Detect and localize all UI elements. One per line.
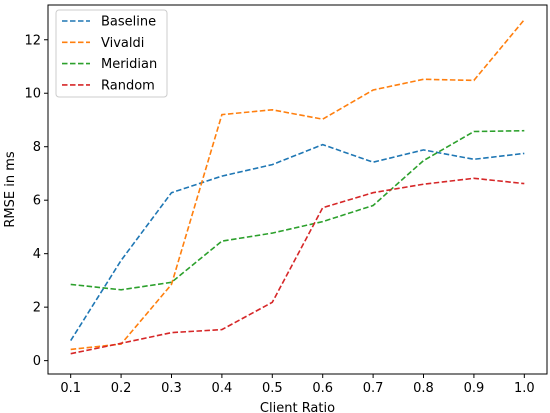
x-tick-label: 0.8 (413, 381, 434, 396)
series-line-meridian (70, 129, 525, 291)
x-tick-label: 0.7 (363, 381, 384, 396)
x-axis-title: Client Ratio (260, 401, 335, 413)
x-tick-label: 0.3 (161, 381, 182, 396)
y-tick-label: 4 (33, 247, 41, 262)
x-tick-label: 0.9 (464, 381, 485, 396)
y-axis: 0 2 4 6 8 10 12 (24, 33, 48, 369)
legend-label-baseline: Baseline (101, 15, 156, 30)
series-line-baseline (70, 143, 525, 342)
legend-label-vivaldi: Vivaldi (101, 36, 144, 51)
x-tick-label: 0.2 (111, 381, 132, 396)
x-tick-label: 0.1 (60, 381, 81, 396)
y-axis-title: RMSE in ms (3, 151, 18, 227)
legend-label-random: Random (101, 78, 155, 93)
y-tick-label: 2 (33, 301, 41, 316)
x-tick-label: 0.5 (262, 381, 283, 396)
legend-box (55, 9, 168, 98)
series-line-random (70, 177, 525, 355)
x-tick-label: 1.0 (514, 381, 535, 396)
x-tick-label: 0.6 (312, 381, 333, 396)
series-line-vivaldi (70, 19, 525, 351)
legend: Baseline Vivaldi Meridian Random (55, 9, 168, 98)
x-tick-label: 0.4 (212, 381, 233, 396)
y-tick-label: 8 (33, 140, 41, 155)
series-lines (70, 19, 525, 355)
legend-label-meridian: Meridian (101, 57, 157, 72)
y-tick-label: 0 (33, 354, 41, 369)
y-tick-label: 6 (33, 194, 41, 209)
y-tick-label: 10 (24, 87, 41, 102)
y-tick-label: 12 (24, 33, 41, 48)
x-axis: 0.1 0.2 0.3 0.4 0.5 0.6 0.7 0.8 0.9 1.0 (60, 374, 535, 396)
